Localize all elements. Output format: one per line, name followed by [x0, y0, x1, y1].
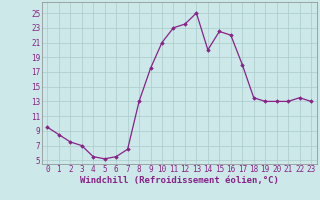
X-axis label: Windchill (Refroidissement éolien,°C): Windchill (Refroidissement éolien,°C) [80, 176, 279, 185]
